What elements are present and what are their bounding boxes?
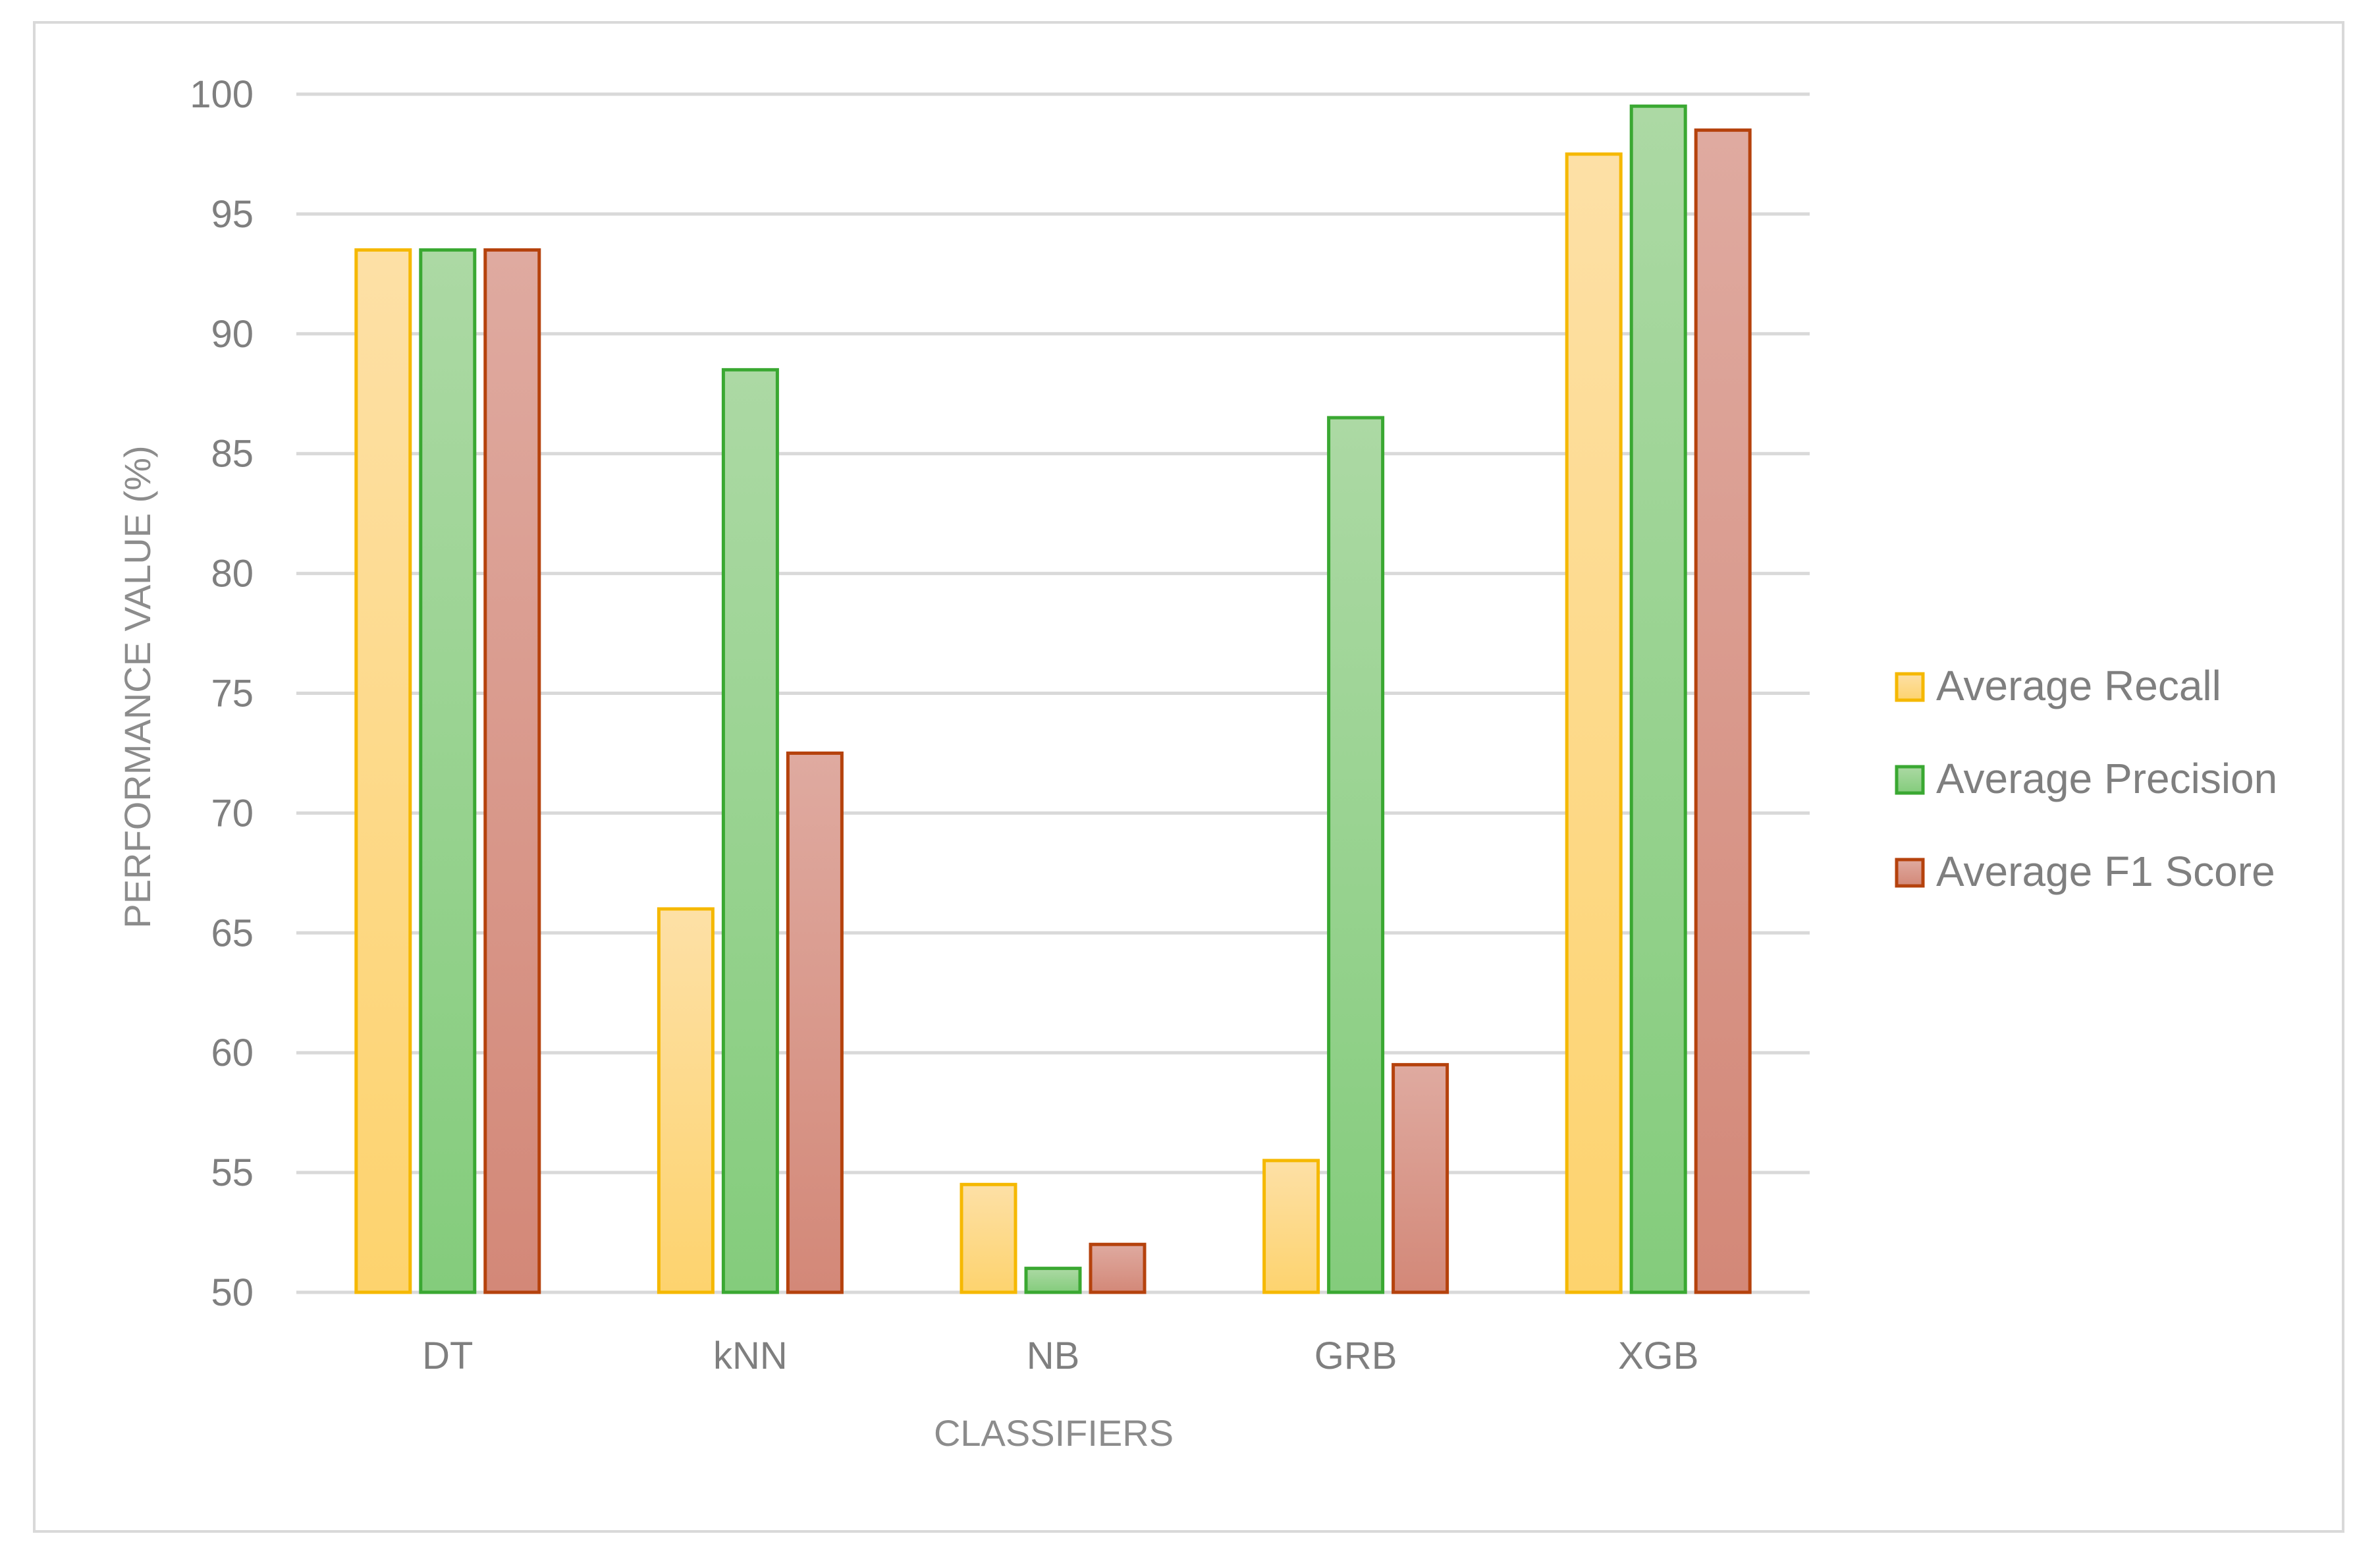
- bar-knn-series-2: [786, 751, 844, 1294]
- x-category-label: DT: [422, 1334, 473, 1377]
- bar-xgb-series-1: [1629, 104, 1687, 1294]
- bar-xgb-series-2: [1694, 128, 1752, 1294]
- y-tick-label: 75: [211, 673, 254, 715]
- x-axis-title: CLASSIFIERS: [934, 1412, 1174, 1454]
- y-tick-label: 80: [211, 553, 254, 595]
- gridlines: [296, 92, 1810, 1294]
- x-axis-categories: DT kNN NB GRB XGB: [422, 1334, 1698, 1377]
- y-axis-ticks: 50 55 60 65 70 75 80 85 90 95 100: [190, 73, 254, 1314]
- y-tick-label: 85: [211, 433, 254, 476]
- y-tick-label: 95: [211, 193, 254, 236]
- legend-swatch: [1895, 765, 1925, 795]
- bar-xgb-series-0: [1565, 152, 1623, 1294]
- legend-label: Average F1 Score: [1936, 848, 2275, 895]
- bar-grb-series-2: [1392, 1062, 1449, 1294]
- bar-dt-series-0: [354, 248, 412, 1294]
- y-tick-label: 70: [211, 792, 254, 835]
- bar-nb-series-1: [1024, 1267, 1082, 1294]
- legend-swatch: [1895, 672, 1925, 702]
- bar-dt-series-2: [483, 248, 541, 1294]
- legend: Average Recall Average Precision Average F…: [1895, 662, 2277, 895]
- bar-nb-series-0: [960, 1182, 1017, 1294]
- y-tick-label: 50: [211, 1271, 254, 1314]
- y-tick-label: 90: [211, 313, 254, 356]
- legend-label: Average Precision: [1936, 755, 2277, 802]
- x-category-label: GRB: [1314, 1334, 1397, 1377]
- x-category-label: XGB: [1618, 1334, 1699, 1377]
- chart-frame: [33, 21, 2344, 1533]
- y-tick-label: 100: [190, 73, 254, 116]
- y-tick-label: 55: [211, 1151, 254, 1194]
- bars: [354, 104, 1752, 1294]
- bar-grb-series-0: [1262, 1159, 1320, 1294]
- bar-grb-series-1: [1327, 416, 1385, 1294]
- x-category-label: kNN: [713, 1334, 788, 1377]
- y-tick-label: 65: [211, 912, 254, 954]
- bar-knn-series-1: [721, 368, 779, 1294]
- bar-knn-series-0: [657, 907, 715, 1294]
- y-axis-title: PERFORMANCE VALUE (%): [117, 445, 158, 928]
- y-tick-label: 60: [211, 1031, 254, 1074]
- bar-nb-series-2: [1089, 1242, 1147, 1294]
- bar-dt-series-1: [419, 248, 477, 1294]
- legend-swatch: [1895, 858, 1925, 888]
- x-category-label: NB: [1027, 1334, 1080, 1377]
- legend-label: Average Recall: [1936, 662, 2221, 709]
